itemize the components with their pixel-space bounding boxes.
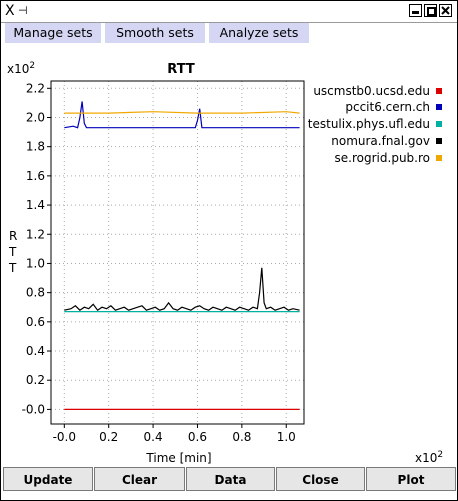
legend-item: pccit6.cern.ch: [345, 100, 442, 114]
legend-item: uscmstb0.ucsd.edu: [313, 84, 442, 98]
y-tick-label: 1.8: [26, 140, 45, 154]
rtt-chart: -0.0 0.2 0.4 0.6 0.8 1.0 1.2 1.4 1.6 1.8 2.0 2.2 -0.…: [7, 61, 443, 465]
legend-label: uscmstb0.ucsd.edu: [313, 84, 430, 98]
x-tick-label: -0.0: [53, 430, 76, 444]
x-multiplier-label: x102: [415, 450, 443, 465]
x-tick-label: 1.0: [277, 430, 296, 444]
pin-icon[interactable]: ⊣: [18, 4, 28, 17]
legend-label: nomura.fnal.gov: [331, 134, 430, 148]
menu-analyze-sets[interactable]: Analyze sets: [209, 23, 309, 43]
close-icon: [441, 6, 450, 15]
plot-frame: [50, 80, 305, 425]
y-tick-label: 1.4: [26, 198, 45, 212]
plot-panel: -0.0 0.2 0.4 0.6 0.8 1.0 1.2 1.4 1.6 1.8 2.0 2.2 -0.…: [1, 44, 457, 465]
legend-item: testulix.phys.ufl.edu: [308, 117, 442, 131]
legend-label: pccit6.cern.ch: [345, 100, 430, 114]
x-tick-label: 0.4: [144, 430, 163, 444]
minimize-icon: [412, 11, 419, 14]
menu-smooth-sets[interactable]: Smooth sets: [105, 23, 205, 43]
y-tick-label: 2.2: [26, 81, 45, 95]
update-button[interactable]: Update: [3, 467, 93, 491]
x-axis-label: Time [min]: [145, 451, 211, 465]
y-tick-label: 1.0: [26, 256, 45, 270]
y-multiplier-label: x102: [7, 61, 35, 76]
y-tick-label: 1.6: [26, 169, 45, 183]
y-tick-label: 2.0: [26, 110, 45, 124]
legend-swatch-blue: [436, 104, 442, 110]
legend-swatch-teal: [436, 121, 442, 127]
title-bar[interactable]: X ⊣: [1, 1, 457, 23]
series-line-pccit6-cern-ch: [64, 101, 300, 129]
legend-label: testulix.phys.ufl.edu: [307, 117, 430, 131]
maximize-icon: [427, 7, 436, 16]
legend-swatch-black: [436, 138, 442, 144]
clear-button[interactable]: Clear: [94, 467, 185, 491]
menu-manage-sets[interactable]: Manage sets: [5, 23, 101, 43]
close-button[interactable]: [439, 4, 452, 17]
data-button[interactable]: Data: [186, 467, 275, 491]
legend-item: nomura.fnal.gov: [331, 134, 442, 148]
minimize-button[interactable]: [409, 4, 422, 17]
legend-swatch-red: [436, 88, 442, 94]
y-tick-label: 0.8: [26, 286, 45, 300]
close-dialog-button[interactable]: Close: [276, 467, 365, 491]
menu-bar: Manage sets Smooth sets Analyze sets: [1, 23, 457, 43]
plot-button[interactable]: Plot: [366, 467, 456, 491]
legend-item: se.rogrid.pub.ro: [335, 151, 442, 165]
maximize-button[interactable]: [424, 4, 437, 17]
y-tick-label: 1.2: [26, 227, 45, 241]
legend-swatch-orange: [436, 155, 442, 161]
y-tick-label: -0.0: [22, 402, 45, 416]
y-tick-label: 0.2: [26, 373, 45, 387]
series-line-nomura-fnal-gov: [64, 267, 300, 312]
x-tick-label: 0.6: [188, 430, 207, 444]
y-tick-label: 0.4: [26, 344, 45, 358]
button-bar: Update Clear Data Close Plot: [1, 466, 457, 500]
y-tick-label: 0.6: [26, 315, 45, 329]
x-tick-label: 0.8: [232, 430, 251, 444]
legend-label: se.rogrid.pub.ro: [334, 151, 430, 165]
series-line-se-rogrid-pub-ro: [64, 111, 300, 114]
x-tick-label: 0.2: [99, 430, 118, 444]
x-logo-icon[interactable]: X: [5, 3, 15, 19]
chart-title: RTT: [167, 62, 195, 77]
